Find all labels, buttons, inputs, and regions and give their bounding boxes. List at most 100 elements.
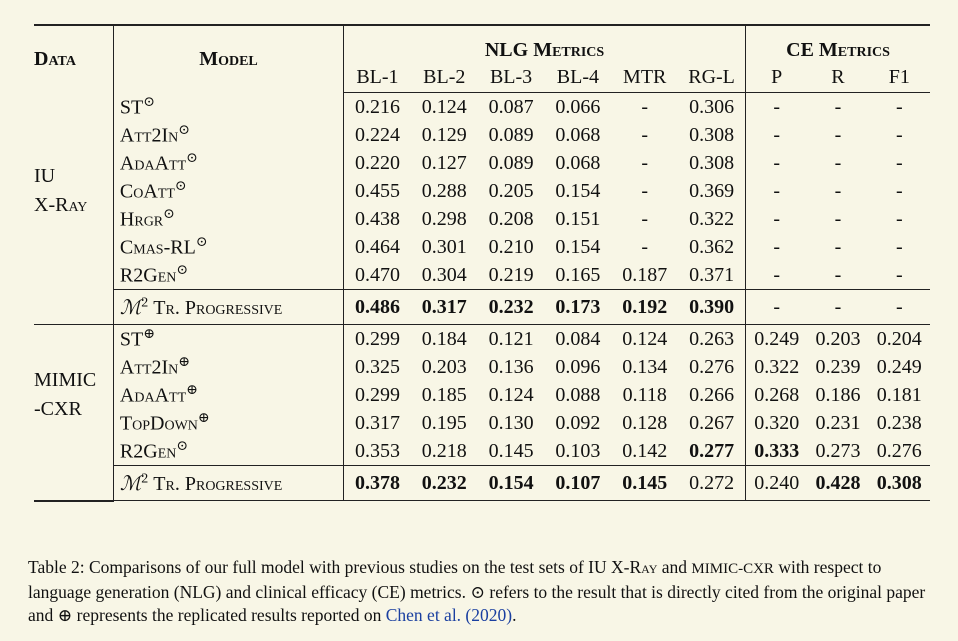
- column-header: BL-3: [477, 62, 545, 93]
- column-header: BL-4: [544, 62, 612, 93]
- model-name: CoAtt: [119, 180, 175, 203]
- value-cell: 0.238: [876, 411, 922, 434]
- value-cell: 0.208: [488, 207, 534, 230]
- model-cell: CoAtt⊙: [112, 177, 344, 205]
- value-cell: 0.299: [343, 381, 411, 409]
- value-cell: 0.185: [421, 383, 467, 406]
- value-cell: 0.266: [689, 383, 735, 406]
- model-sup: 2: [141, 470, 149, 486]
- model-sup: 2: [141, 294, 149, 310]
- value-cell: 0.203: [421, 355, 467, 378]
- value-cell: 0.130: [488, 411, 534, 434]
- results-table: Data Model NLG Metrics CE Metrics BL-1 BL…: [34, 24, 930, 502]
- value-cell: 0.195: [421, 411, 467, 434]
- value-cell: -: [834, 179, 842, 202]
- model-mark: ⊙: [174, 179, 187, 195]
- value-cell: 0.304: [421, 263, 467, 286]
- table-row: Att2In⊙ 0.224 0.129 0.089 0.068-0.308- - -: [34, 121, 930, 149]
- model-cell: Cmas-RL⊙: [112, 233, 344, 261]
- value-cell: 0.232: [410, 465, 478, 501]
- value-cell: -: [641, 123, 649, 146]
- model-mark: ⊕: [186, 383, 198, 399]
- value-cell: 0.320: [745, 409, 808, 437]
- value-cell: -: [834, 151, 842, 174]
- value-cell: -: [834, 95, 842, 118]
- value-cell: 0.145: [611, 465, 679, 501]
- table-row: Att2In⊕ 0.325 0.203 0.136 0.096 0.134 0.276 0.3…: [34, 353, 930, 381]
- value-cell: -: [641, 179, 649, 202]
- value-cell: 0.134: [622, 355, 668, 378]
- value-cell: -: [895, 123, 903, 146]
- model-mark: ⊙: [176, 263, 189, 279]
- model-mark: ⊙: [163, 207, 175, 223]
- column-header: MTR: [611, 62, 679, 93]
- table-row: CoAtt⊙ 0.455 0.288 0.205 0.154-0.369- - -: [34, 177, 930, 205]
- value-cell: 0.124: [488, 383, 534, 406]
- value-cell: 0.277: [689, 439, 735, 462]
- table-row: Cmas-RL⊙ 0.464 0.301 0.210 0.154-0.362- - -: [34, 233, 930, 261]
- value-cell: -: [745, 289, 808, 325]
- value-cell: 0.107: [544, 465, 612, 501]
- value-cell: 0.268: [745, 381, 808, 409]
- model-mark: ⊙: [143, 94, 155, 110]
- value-cell: 0.231: [815, 411, 861, 434]
- model-cell: AdaAtt⊙: [112, 149, 344, 177]
- value-cell: 0.249: [745, 324, 808, 353]
- model-cell: Att2In⊕: [112, 353, 344, 381]
- value-cell: 0.092: [555, 411, 601, 434]
- header-model: Model: [112, 24, 344, 93]
- value-cell: 0.224: [343, 121, 411, 149]
- value-cell: -: [834, 235, 842, 258]
- value-cell: 0.187: [622, 263, 668, 286]
- model-name: TopDown: [119, 412, 198, 435]
- table-row: R2Gen⊙ 0.470 0.304 0.219 0.165 0.187 0.371- - -: [34, 261, 930, 290]
- value-cell: -: [745, 205, 808, 233]
- model-cell: AdaAtt⊕: [112, 381, 344, 409]
- model-symbol: ℳ: [119, 470, 142, 495]
- model-name: Hrgr: [119, 208, 164, 231]
- model-cell: ℳ2 Tr. Progressive: [112, 465, 344, 501]
- model-mark: ⊕: [143, 327, 155, 343]
- value-cell: 0.066: [555, 95, 601, 118]
- value-cell: -: [745, 233, 808, 261]
- header-nlg: NLG Metrics: [343, 24, 746, 62]
- value-cell: -: [834, 207, 842, 230]
- value-cell: 0.239: [815, 355, 861, 378]
- model-name: AdaAtt: [119, 384, 187, 407]
- value-cell: 0.184: [421, 327, 467, 350]
- model-mark: ⊙: [186, 151, 198, 167]
- table-wrap: Data Model NLG Metrics CE Metrics BL-1 BL…: [34, 24, 930, 502]
- value-cell: 0.428: [807, 465, 869, 501]
- value-cell: 0.308: [689, 151, 735, 174]
- value-cell: 0.263: [689, 327, 735, 350]
- value-cell: 0.165: [555, 263, 601, 286]
- value-cell: 0.322: [745, 353, 808, 381]
- dataset-name: -CXR: [34, 398, 82, 421]
- model-name: AdaAtt: [119, 152, 187, 175]
- value-cell: 0.267: [689, 411, 735, 434]
- dataset-name: MIMIC: [34, 369, 97, 392]
- value-cell: 0.192: [611, 289, 679, 325]
- dataset-cell: MIMIC -CXR: [34, 325, 113, 466]
- caption-part: .: [512, 605, 517, 625]
- value-cell: 0.154: [555, 235, 601, 258]
- model-name: ST: [119, 96, 144, 119]
- model-mark: ⊕: [197, 411, 210, 427]
- value-cell: -: [895, 207, 903, 230]
- value-cell: 0.272: [678, 465, 746, 501]
- column-header: BL-2: [410, 62, 478, 93]
- value-cell: 0.118: [622, 383, 667, 406]
- model-cell: ST⊕: [112, 324, 344, 353]
- value-cell: 0.273: [815, 439, 861, 462]
- value-cell: 0.087: [488, 95, 534, 118]
- value-cell: -: [895, 179, 903, 202]
- column-header: P: [745, 62, 808, 93]
- value-cell: 0.276: [689, 355, 735, 378]
- value-cell: 0.205: [488, 179, 534, 202]
- model-cell: Att2In⊙: [112, 121, 344, 149]
- value-cell: 0.089: [488, 151, 534, 174]
- value-cell: 0.333: [745, 437, 808, 466]
- column-header: BL-1: [343, 62, 411, 93]
- value-cell: 0.317: [343, 409, 411, 437]
- value-cell: -: [895, 235, 903, 258]
